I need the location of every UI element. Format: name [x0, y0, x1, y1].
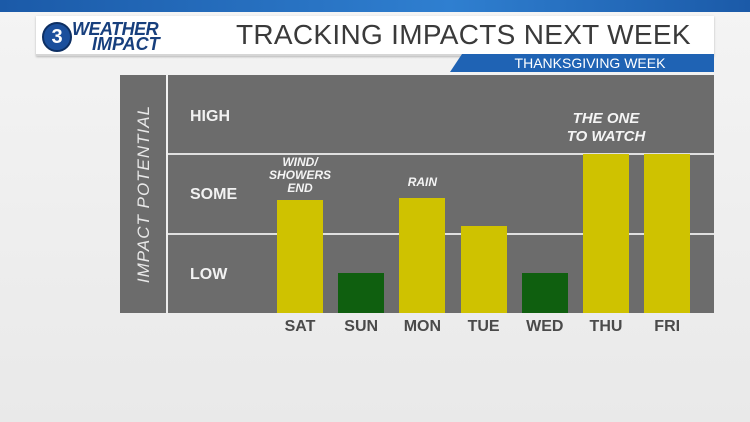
annotation-mon: RAIN [362, 176, 482, 189]
annotation-line: RAIN [407, 175, 438, 189]
x-tick-label-mon: MON [403, 318, 442, 335]
x-tick-label-tue: TUE [467, 318, 500, 335]
bar-sun [338, 273, 385, 313]
annotation-line: END [287, 181, 313, 195]
bar-sat [277, 200, 323, 313]
annotation-thu: THE ONE TO WATCH [546, 110, 666, 146]
bar-tue [460, 225, 507, 313]
y-axis-panel [120, 75, 166, 313]
bar-thu [583, 154, 629, 313]
annotation-line: TO WATCH [566, 128, 646, 145]
x-tick-label-fri: FRI [654, 318, 681, 335]
annotation-line: WIND/ [282, 155, 318, 169]
bar-wed [521, 273, 568, 313]
annotation-sat: WIND/SHOWERS END [240, 156, 360, 195]
logo-word-weather: WEATHER [72, 19, 159, 39]
annotation-line: THE ONE [572, 110, 640, 127]
page-subtitle: THANKSGIVING WEEK [514, 55, 666, 71]
logo-channel-number: 3 [42, 22, 72, 52]
top-accent-bar [0, 0, 750, 12]
station-logo: 3 WEATHER IMPACT [42, 19, 202, 54]
level-label-some: SOME [190, 186, 238, 203]
bar-mon [399, 197, 446, 313]
x-tick-label-sun: SUN [344, 318, 379, 335]
logo-word-impact: IMPACT [92, 34, 160, 54]
x-tick-label-thu: THU [589, 318, 623, 335]
bar-fri [644, 154, 691, 313]
level-label-high: HIGH [190, 108, 230, 125]
x-tick-label-sat: SAT [284, 318, 316, 335]
level-label-low: LOW [190, 266, 228, 283]
page-title: TRACKING IMPACTS NEXT WEEK [236, 19, 691, 50]
annotation-line: SHOWERS [268, 168, 331, 182]
gridline-2 [168, 153, 714, 156]
subtitle-banner: THANKSGIVING WEEK [450, 54, 714, 72]
x-tick-label-wed: WED [526, 318, 564, 335]
header-banner: 3 WEATHER IMPACT TRACKING IMPACTS NEXT W… [36, 16, 714, 56]
